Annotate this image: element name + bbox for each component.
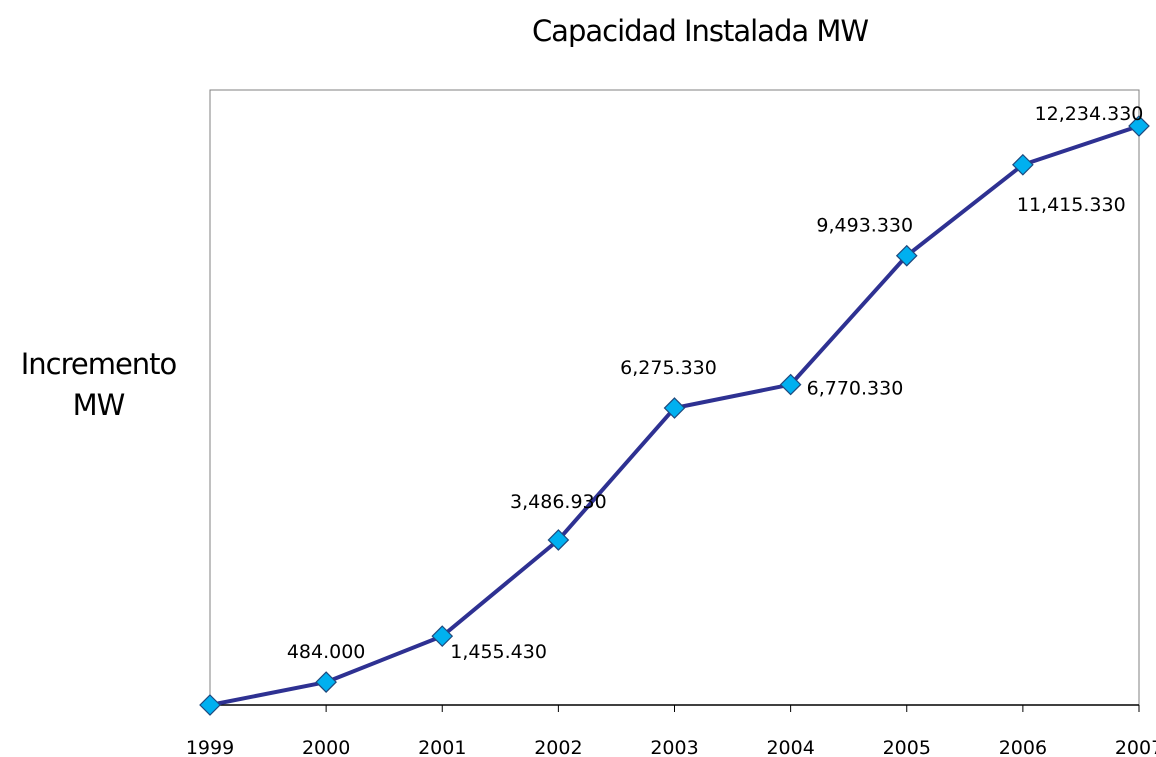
x-tick-label-2002: 2002: [534, 737, 582, 757]
y-axis-label-line-1: Incremento: [20, 347, 178, 381]
data-label-2006: 11,415.330: [1017, 194, 1126, 216]
data-label-2007: 12,234.330: [1035, 103, 1144, 125]
data-point-2004: [779, 373, 802, 396]
data-point-2005: [895, 244, 918, 267]
data-point-2006: [1012, 153, 1034, 176]
x-tick-label-1999: 1999: [186, 737, 234, 757]
data-point-2007: [1128, 115, 1150, 137]
data-point-2000: [315, 671, 337, 693]
y-axis-label-line-2: MW: [72, 388, 126, 422]
x-tick-label-2005: 2005: [883, 737, 931, 757]
data-point-1999: [199, 694, 221, 716]
x-tick-label-2000: 2000: [302, 737, 350, 757]
data-label-2002: 3,486.930: [510, 491, 607, 513]
data-label-2003: 6,275.330: [620, 357, 717, 379]
data-label-2000: 484.000: [287, 641, 366, 663]
data-point-2003: [663, 397, 686, 419]
chart-title: Capacidad Instalada MW: [531, 14, 869, 48]
x-tick-label-2006: 2006: [999, 737, 1047, 757]
y-axis-label: Incremento MW: [6, 344, 191, 426]
x-tick-label-2003: 2003: [650, 737, 698, 757]
x-tick-label-2004: 2004: [766, 737, 814, 757]
data-label-2004: 6,770.330: [807, 378, 904, 400]
x-tick-label-2007: 2007: [1115, 737, 1156, 757]
data-label-2005: 9,493.330: [816, 215, 913, 237]
x-tick-label-2001: 2001: [418, 737, 466, 757]
data-point-2002: [547, 529, 570, 551]
data-label-2001: 1,455.430: [450, 641, 547, 663]
data-point-2001: [431, 625, 454, 647]
